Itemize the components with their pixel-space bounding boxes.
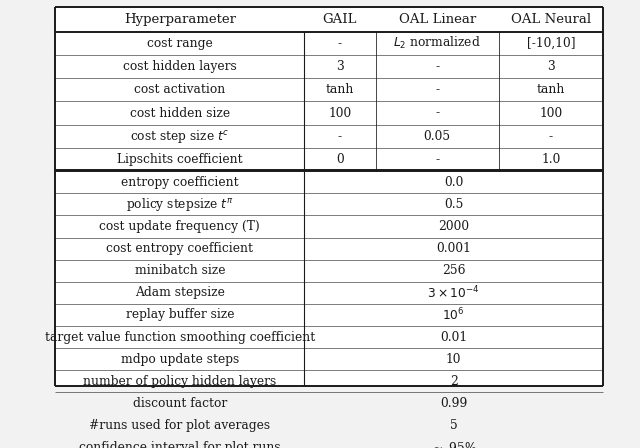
Text: 0.001: 0.001: [436, 242, 471, 255]
Text: OAL Linear: OAL Linear: [399, 13, 476, 26]
Text: [-10,10]: [-10,10]: [527, 37, 575, 50]
Text: $10^6$: $10^6$: [442, 307, 465, 323]
Text: discount factor: discount factor: [132, 397, 227, 410]
Text: $3 \times 10^{-4}$: $3 \times 10^{-4}$: [428, 284, 480, 301]
Text: -: -: [435, 107, 439, 120]
Text: cost hidden layers: cost hidden layers: [123, 60, 237, 73]
Text: GAIL: GAIL: [323, 13, 357, 26]
Text: -: -: [435, 153, 439, 166]
Text: entropy coefficient: entropy coefficient: [121, 176, 239, 189]
Text: -: -: [338, 37, 342, 50]
Text: 0: 0: [336, 153, 344, 166]
Text: policy stepsize $t^{\pi}$: policy stepsize $t^{\pi}$: [126, 196, 234, 213]
Text: -: -: [549, 130, 553, 143]
Text: target value function smoothing coefficient: target value function smoothing coeffici…: [45, 331, 315, 344]
Text: $\sim$ 95%: $\sim$ 95%: [430, 441, 477, 448]
Text: tanh: tanh: [326, 83, 354, 96]
Text: 0.5: 0.5: [444, 198, 463, 211]
Text: cost update frequency (T): cost update frequency (T): [99, 220, 260, 233]
Text: 0.0: 0.0: [444, 176, 463, 189]
Text: replay buffer size: replay buffer size: [125, 309, 234, 322]
Text: cost range: cost range: [147, 37, 212, 50]
Text: $L_2$ normalized: $L_2$ normalized: [394, 35, 481, 51]
Text: 0.01: 0.01: [440, 331, 467, 344]
Text: number of policy hidden layers: number of policy hidden layers: [83, 375, 276, 388]
Text: confidence interval for plot runs: confidence interval for plot runs: [79, 441, 280, 448]
Text: -: -: [435, 60, 439, 73]
Text: 1.0: 1.0: [541, 153, 561, 166]
Text: -: -: [338, 130, 342, 143]
Text: 100: 100: [328, 107, 351, 120]
Text: mdpo update steps: mdpo update steps: [120, 353, 239, 366]
Text: 3: 3: [547, 60, 555, 73]
Text: 2000: 2000: [438, 220, 469, 233]
Text: 10: 10: [446, 353, 461, 366]
Text: 5: 5: [450, 419, 458, 432]
Text: tanh: tanh: [537, 83, 565, 96]
Text: #runs used for plot averages: #runs used for plot averages: [89, 419, 270, 432]
Text: 0.05: 0.05: [424, 130, 451, 143]
Text: -: -: [435, 83, 439, 96]
Text: minibatch size: minibatch size: [134, 264, 225, 277]
Text: 3: 3: [336, 60, 344, 73]
Text: cost activation: cost activation: [134, 83, 225, 96]
Text: cost step size $t^c$: cost step size $t^c$: [130, 128, 230, 145]
Text: Lipschits coefficient: Lipschits coefficient: [117, 153, 243, 166]
Text: 2: 2: [450, 375, 458, 388]
Text: Hyperparameter: Hyperparameter: [124, 13, 236, 26]
Text: Adam stepsize: Adam stepsize: [135, 286, 225, 299]
Text: 0.99: 0.99: [440, 397, 467, 410]
Text: 100: 100: [540, 107, 563, 120]
Text: 256: 256: [442, 264, 465, 277]
Text: OAL Neural: OAL Neural: [511, 13, 591, 26]
Text: cost hidden size: cost hidden size: [130, 107, 230, 120]
Text: cost entropy coefficient: cost entropy coefficient: [106, 242, 253, 255]
